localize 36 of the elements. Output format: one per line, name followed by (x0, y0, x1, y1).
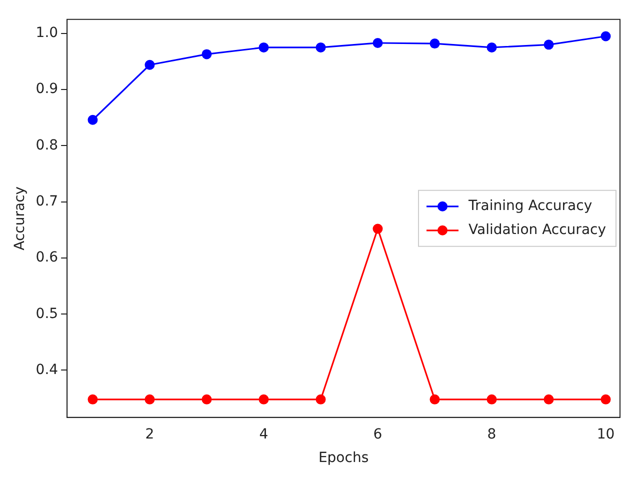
point (486, 394, 497, 404)
point (144, 394, 155, 404)
point (600, 31, 611, 42)
point (430, 38, 440, 49)
y-tick-label: 0.5 (36, 306, 58, 322)
y-tick-label: 0.9 (36, 81, 58, 98)
point (258, 394, 269, 404)
point (316, 42, 326, 52)
x-tick-label: 8 (487, 426, 496, 442)
point (316, 394, 326, 404)
x-tick-label: 6 (373, 426, 382, 442)
legend-label: Training Accuracy (468, 198, 592, 214)
y-tick-label: 1.0 (36, 25, 58, 42)
point (258, 42, 269, 52)
x-tick-label: 10 (596, 426, 615, 442)
y-tick-label: 0.7 (36, 193, 58, 210)
point (202, 394, 212, 404)
y-tick-label: 0.6 (36, 250, 58, 266)
y-tick-label: 0.8 (36, 137, 58, 154)
x-axis-title: Epochs (318, 450, 369, 466)
point (544, 394, 554, 404)
x-tick-label: 4 (259, 426, 268, 442)
point (144, 60, 155, 70)
point (430, 394, 440, 404)
point (372, 38, 383, 48)
x-tick-label: 2 (145, 426, 154, 442)
y-axis-title: Accuracy (12, 186, 28, 250)
legend-label: Validation Accuracy (468, 222, 606, 238)
point (88, 114, 98, 125)
point (544, 40, 554, 50)
y-tick-label: 0.4 (36, 362, 58, 378)
point (372, 224, 383, 234)
point (88, 394, 98, 404)
point (600, 394, 611, 404)
point (202, 49, 212, 60)
point (486, 42, 497, 52)
